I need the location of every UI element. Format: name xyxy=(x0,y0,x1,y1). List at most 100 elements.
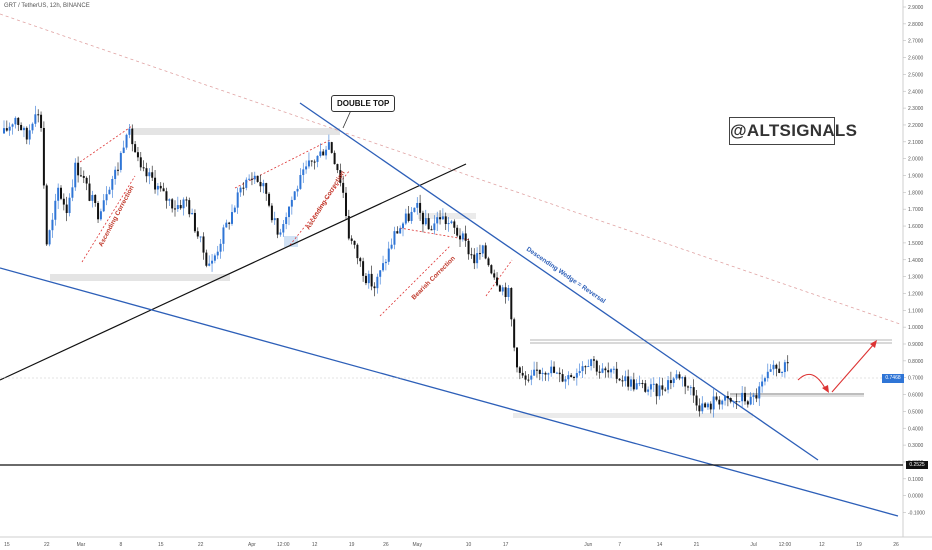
candle-body-up xyxy=(114,169,117,179)
candle-body-down xyxy=(786,362,789,364)
candle-body-up xyxy=(156,185,159,190)
candle-body-down xyxy=(704,403,707,408)
candle-body-down xyxy=(684,377,687,387)
y-tick-label: 2.6000 xyxy=(908,56,924,62)
candle-body-up xyxy=(299,175,302,189)
candle-body-up xyxy=(647,389,650,392)
resistance-zone-top xyxy=(132,128,340,135)
candle-body-up xyxy=(481,245,484,254)
projection-arc xyxy=(797,373,827,391)
candle-body-down xyxy=(478,253,481,255)
candle-body-down xyxy=(621,380,624,382)
candle-body-up xyxy=(119,152,122,170)
candle-body-up xyxy=(587,366,590,368)
candle-body-down xyxy=(729,398,732,402)
x-tick-label: 10 xyxy=(466,542,472,548)
candle-body-down xyxy=(718,399,721,405)
candle-body-up xyxy=(652,383,655,385)
candle-body-down xyxy=(356,244,359,259)
candle-body-up xyxy=(51,219,54,231)
candle-body-down xyxy=(134,144,137,153)
candle-body-up xyxy=(105,194,108,201)
x-tick-label: 26 xyxy=(383,542,389,548)
candle-body-down xyxy=(171,199,174,209)
candle-body-down xyxy=(333,152,336,165)
candle-body-down xyxy=(364,275,367,284)
candle-body-down xyxy=(464,233,467,241)
candle-body-up xyxy=(213,255,216,261)
y-tick-label: 1.1000 xyxy=(908,308,924,314)
x-tick-label: 21 xyxy=(694,542,700,548)
candle-body-down xyxy=(490,265,493,274)
candle-body-up xyxy=(54,200,57,220)
x-axis-ticks: 15 22 Mar 8 15 22 Apr 12:00 12 19 26 May 10 17 Jun 7 14 2… xyxy=(4,542,899,548)
candle-body-up xyxy=(248,178,251,180)
candle-body-up xyxy=(293,191,296,200)
candle-body-down xyxy=(744,392,746,402)
candle-body-up xyxy=(749,396,752,405)
candle-body-down xyxy=(570,375,573,378)
projection-arc-arrowhead xyxy=(822,385,829,393)
candle-body-down xyxy=(615,368,618,379)
candle-body-up xyxy=(436,217,439,224)
candle-body-up xyxy=(624,376,627,382)
candle-body-up xyxy=(74,162,77,188)
candle-body-down xyxy=(632,379,635,390)
candle-body-down xyxy=(661,385,664,390)
candle-body-down xyxy=(345,192,347,217)
candle-body-up xyxy=(316,155,319,162)
black-support-trendline xyxy=(0,163,467,381)
candle-body-down xyxy=(193,212,196,232)
candle-body-down xyxy=(347,216,350,239)
candle-body-up xyxy=(285,217,288,225)
candle-body-up xyxy=(578,371,581,374)
candle-body-down xyxy=(473,254,476,264)
candle-body-up xyxy=(649,384,652,390)
projection-up-line xyxy=(831,343,875,393)
chart-symbol-header: GRT / TetherUS, 12h, BINANCE xyxy=(4,3,90,9)
candle-body-up xyxy=(222,227,225,244)
candle-body-up xyxy=(404,213,407,224)
x-tick-label: 17 xyxy=(503,542,509,548)
candle-body-up xyxy=(211,260,214,264)
candle-body-up xyxy=(672,378,675,384)
candle-body-up xyxy=(706,403,709,408)
candle-body-down xyxy=(265,183,268,194)
y-axis-ticks: 2.9000 2.8000 2.7000 2.6000 2.5000 2.4000 2.30… xyxy=(903,5,925,517)
candle-body-down xyxy=(419,202,422,213)
candlestick-series xyxy=(3,105,789,418)
x-tick-label: 15 xyxy=(4,542,10,548)
candle-body-down xyxy=(524,375,527,380)
x-tick-label: 15 xyxy=(158,542,164,548)
candle-body-down xyxy=(493,273,496,278)
candle-body-up xyxy=(507,288,510,297)
candle-body-up xyxy=(581,366,584,372)
candle-body-down xyxy=(117,169,119,171)
y-tick-label: 2.5000 xyxy=(908,72,924,78)
candle-body-down xyxy=(496,277,499,286)
y-tick-label: 0.5000 xyxy=(908,409,924,415)
candle-body-down xyxy=(88,183,91,201)
x-tick-label: 19 xyxy=(349,542,355,548)
candle-body-down xyxy=(516,347,518,368)
x-tick-label: 12:00 xyxy=(277,542,290,548)
candle-body-down xyxy=(60,187,62,199)
candle-body-up xyxy=(635,383,638,390)
y-tick-label: 0.1000 xyxy=(908,477,924,483)
y-tick-label: 1.2000 xyxy=(908,291,924,297)
x-tick-label: 12 xyxy=(819,542,825,548)
candle-body-down xyxy=(778,368,781,373)
candle-body-down xyxy=(396,231,399,234)
y-tick-label: 1.4000 xyxy=(908,258,924,264)
candle-body-down xyxy=(513,319,516,348)
candle-body-down xyxy=(573,377,575,379)
candle-body-up xyxy=(476,253,479,264)
candle-body-up xyxy=(712,396,715,410)
candle-body-up xyxy=(128,128,131,135)
candle-body-up xyxy=(216,251,219,256)
candle-body-down xyxy=(165,191,168,201)
candle-body-up xyxy=(399,228,402,234)
x-tick-label: 19 xyxy=(856,542,862,548)
candle-body-down xyxy=(470,254,473,256)
